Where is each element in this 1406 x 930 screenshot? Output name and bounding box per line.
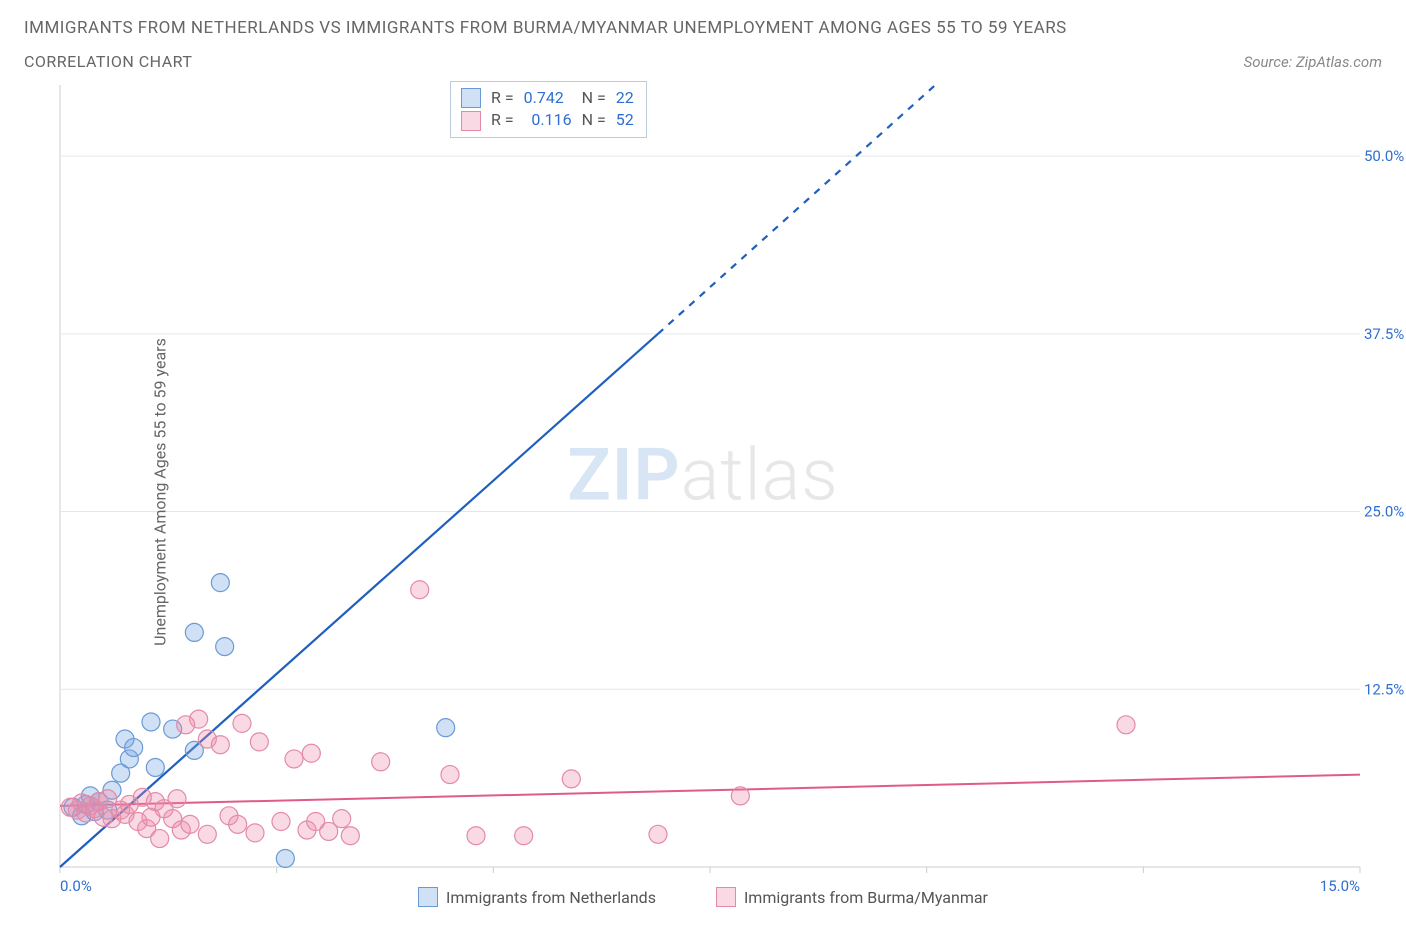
svg-text:50.0%: 50.0% — [1364, 147, 1404, 165]
svg-text:37.5%: 37.5% — [1364, 325, 1404, 343]
svg-text:12.5%: 12.5% — [1364, 680, 1404, 698]
stats-row-burma: R = 0.116 N = 52 — [461, 109, 634, 131]
chart-title: IMMIGRANTS FROM NETHERLANDS VS IMMIGRANT… — [24, 18, 1382, 38]
chart-area: Unemployment Among Ages 55 to 59 years 1… — [0, 77, 1406, 907]
scatter-plot: 12.5%25.0%37.5%50.0%0.0%15.0% — [0, 77, 1406, 907]
swatch-burma — [461, 111, 481, 131]
svg-text:25.0%: 25.0% — [1364, 503, 1404, 521]
swatch-burma-icon — [716, 887, 736, 907]
swatch-netherlands — [461, 88, 481, 108]
stats-row-netherlands: R = 0.742 N = 22 — [461, 87, 634, 109]
legend-item-netherlands: Immigrants from Netherlands — [418, 887, 656, 907]
legend-item-burma: Immigrants from Burma/Myanmar — [716, 887, 988, 907]
y-axis-label: Unemployment Among Ages 55 to 59 years — [150, 338, 169, 646]
chart-header: IMMIGRANTS FROM NETHERLANDS VS IMMIGRANT… — [0, 0, 1406, 77]
series-legend: Immigrants from Netherlands Immigrants f… — [0, 887, 1406, 907]
source-label: Source: ZipAtlas.com — [1244, 53, 1382, 71]
stats-legend: R = 0.742 N = 22 R = 0.116 N = 52 — [450, 81, 647, 138]
swatch-netherlands-icon — [418, 887, 438, 907]
chart-subtitle: CORRELATION CHART — [24, 52, 192, 71]
